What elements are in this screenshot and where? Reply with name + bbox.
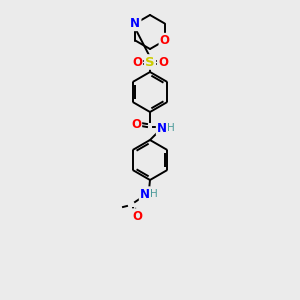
Text: O: O xyxy=(132,56,142,68)
Text: N: N xyxy=(130,17,140,30)
Text: H: H xyxy=(150,189,158,199)
Text: N: N xyxy=(157,122,167,134)
Text: O: O xyxy=(158,56,168,68)
Text: O: O xyxy=(160,34,170,47)
Text: H: H xyxy=(167,123,175,133)
Text: N: N xyxy=(140,188,150,200)
Text: S: S xyxy=(145,56,155,68)
Text: O: O xyxy=(132,209,142,223)
Text: O: O xyxy=(131,118,141,130)
